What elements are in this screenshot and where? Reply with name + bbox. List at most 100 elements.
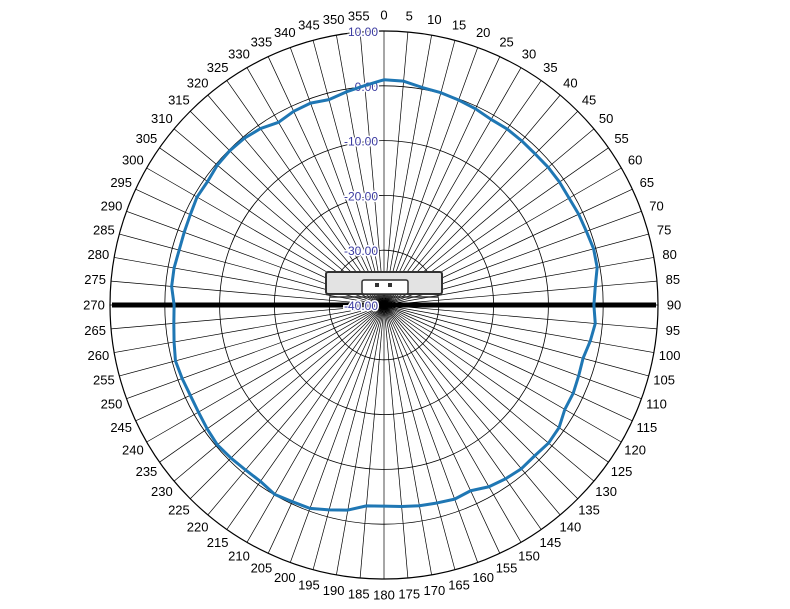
angle-label: 35 — [543, 60, 557, 75]
angle-label: 130 — [595, 484, 617, 499]
data-point — [520, 139, 523, 143]
data-point — [205, 427, 209, 431]
data-point — [533, 454, 536, 457]
data-point — [585, 230, 588, 233]
spoke-line — [383, 304, 456, 570]
data-point — [228, 149, 231, 152]
data-point — [308, 507, 312, 510]
device-led — [388, 283, 392, 287]
angle-label: 90 — [667, 298, 681, 313]
data-point — [172, 266, 176, 270]
angle-label: 80 — [662, 247, 676, 262]
spoke-line — [111, 304, 385, 330]
spoke-line — [146, 304, 385, 443]
angle-label: 175 — [398, 586, 420, 601]
angle-label: 250 — [101, 397, 123, 412]
data-point — [594, 322, 597, 325]
angle-label: 355 — [348, 9, 370, 24]
angle-label: 115 — [636, 420, 657, 435]
angle-label: 325 — [207, 60, 229, 75]
data-point — [435, 501, 439, 505]
spoke-line — [336, 35, 385, 306]
data-point — [346, 508, 350, 512]
data-point — [592, 247, 595, 251]
data-point — [520, 467, 523, 470]
data-point — [567, 196, 571, 200]
data-point — [421, 86, 424, 89]
spoke-line — [383, 304, 657, 330]
spoke-line — [383, 304, 642, 400]
angle-label: 195 — [298, 578, 320, 593]
spoke-line — [383, 40, 456, 306]
angle-label: 210 — [228, 549, 250, 564]
ring-circle — [109, 30, 659, 580]
angle-label: 270 — [83, 298, 105, 313]
data-point — [172, 340, 176, 344]
spoke-line — [114, 304, 385, 353]
angle-label: 110 — [646, 397, 667, 412]
spoke-line — [126, 304, 385, 400]
spoke-line — [383, 94, 561, 306]
spoke-line — [289, 304, 385, 563]
angle-label: 135 — [578, 503, 600, 518]
spoke-line — [383, 304, 649, 377]
angle-label: 200 — [274, 570, 296, 585]
data-point — [242, 137, 246, 140]
data-point — [506, 127, 509, 131]
data-point — [345, 90, 348, 94]
data-point — [327, 98, 331, 101]
spoke-line — [383, 304, 622, 443]
radial-tick-labels: 10.000.00-10.00-20.00-30.00-40.00 — [342, 24, 379, 315]
data-point — [418, 504, 421, 507]
spoke-line — [190, 304, 385, 499]
angle-label: 170 — [424, 583, 446, 598]
data-point — [292, 110, 295, 113]
spoke-line — [267, 304, 385, 554]
data-point — [439, 91, 443, 94]
spoke-line — [383, 304, 595, 482]
angle-label: 95 — [666, 323, 680, 338]
angle-label: 335 — [251, 35, 273, 50]
data-point — [309, 101, 312, 105]
spoke-line — [383, 304, 609, 463]
angle-label: 310 — [151, 111, 173, 126]
spoke-line — [312, 40, 385, 306]
spoke-line — [383, 304, 542, 530]
data-point — [382, 504, 386, 508]
spoke-line — [226, 304, 385, 530]
angle-label: 225 — [168, 503, 190, 518]
angle-label: 145 — [539, 535, 561, 550]
data-point — [172, 303, 176, 307]
radial-tick-label: -40.00 — [344, 299, 378, 313]
spoke-line — [383, 304, 432, 575]
spoke-line — [359, 304, 385, 578]
data-point — [229, 456, 233, 460]
angle-label: 185 — [348, 586, 370, 601]
spoke-line — [246, 304, 385, 543]
spoke-line — [226, 80, 385, 306]
angle-label: 300 — [122, 153, 144, 168]
radial-tick-label: -10.00 — [344, 135, 378, 149]
spoke-line — [135, 304, 385, 422]
spoke-line — [383, 80, 542, 306]
data-point — [469, 489, 472, 492]
data-point — [577, 374, 580, 378]
radial-tick-label: 10.00 — [348, 25, 378, 39]
data-point — [594, 285, 597, 288]
angle-label: 190 — [323, 583, 345, 598]
angle-label: 240 — [122, 443, 144, 458]
data-point — [363, 84, 366, 87]
data-point — [244, 468, 247, 472]
data-point — [487, 485, 491, 488]
data-point — [174, 359, 177, 363]
device-window — [361, 279, 409, 295]
data-point — [546, 166, 550, 169]
data-point — [453, 497, 456, 501]
spoke-line — [383, 304, 633, 422]
angle-label: 215 — [207, 535, 229, 550]
data-point — [189, 394, 192, 397]
angle-label: 140 — [560, 520, 582, 535]
angle-label: 125 — [611, 464, 633, 479]
